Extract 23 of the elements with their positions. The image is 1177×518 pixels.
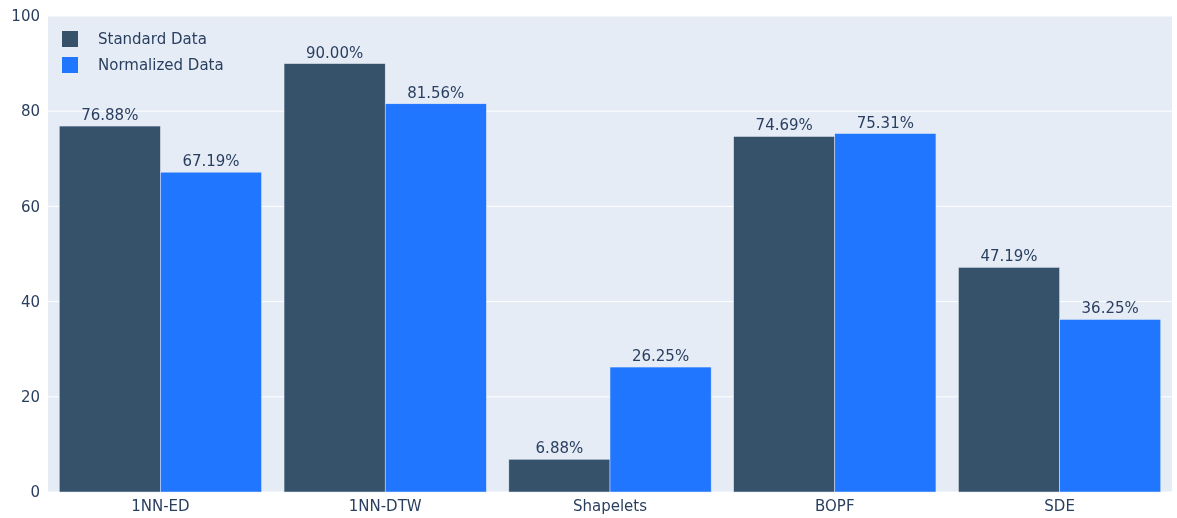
data-label: 81.56% xyxy=(407,83,465,102)
data-label: 90.00% xyxy=(306,43,364,62)
data-label: 67.19% xyxy=(182,152,240,171)
data-label: 75.31% xyxy=(856,113,914,132)
data-label: 26.25% xyxy=(631,347,690,366)
data-label: 47.19% xyxy=(980,247,1038,266)
data-label: 6.88% xyxy=(535,439,584,458)
x-tick-label: SDE xyxy=(1044,497,1075,515)
y-tick-label: 80 xyxy=(20,102,40,121)
data-label: 76.88% xyxy=(81,106,139,125)
legend-label: Standard Data xyxy=(98,30,207,49)
x-tick-label: 1NN-DTW xyxy=(348,497,422,515)
x-tick-label: BOPF xyxy=(815,497,855,515)
x-tick-label: Shapelets xyxy=(572,497,648,515)
data-label: 36.25% xyxy=(1081,299,1139,318)
y-tick-label: 60 xyxy=(20,197,40,216)
y-tick-label: 20 xyxy=(20,388,40,407)
y-tick-label: 100 xyxy=(11,7,40,26)
y-tick-label: 0 xyxy=(30,483,40,502)
x-tick-label: 1NN-ED xyxy=(131,497,190,515)
y-tick-label: 40 xyxy=(20,292,40,311)
data-label: 74.69% xyxy=(755,116,813,135)
legend-label: Normalized Data xyxy=(98,56,224,75)
